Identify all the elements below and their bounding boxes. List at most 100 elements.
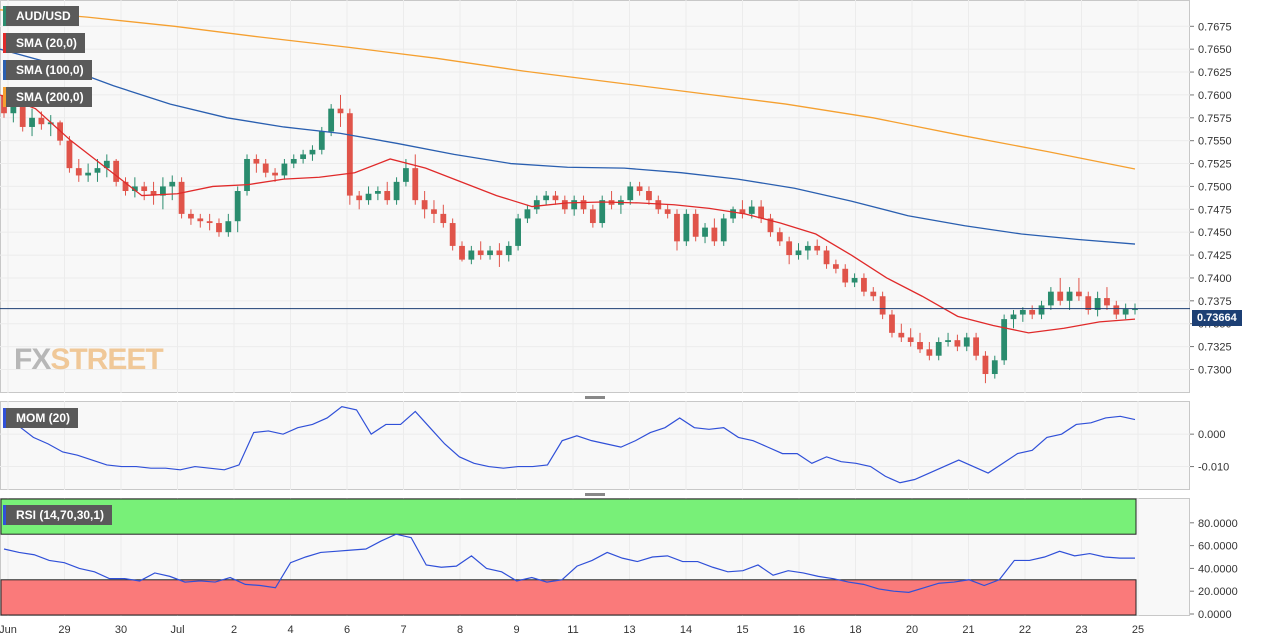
candle-body bbox=[206, 221, 213, 224]
candle-body bbox=[1094, 298, 1101, 310]
rsi-y-tick-label: 80.0000 bbox=[1198, 518, 1238, 530]
candle-body bbox=[169, 181, 176, 187]
candle bbox=[1047, 287, 1054, 310]
candle bbox=[571, 195, 578, 216]
candle-body bbox=[309, 149, 316, 155]
sma100-label-text: SMA (100,0) bbox=[16, 63, 84, 77]
candle-body bbox=[973, 337, 979, 356]
candle bbox=[1038, 300, 1045, 320]
candle bbox=[795, 243, 802, 260]
candle-body bbox=[683, 213, 690, 242]
candle bbox=[169, 175, 176, 201]
symbol-label[interactable]: AUD/USD bbox=[3, 6, 79, 26]
candle-body bbox=[748, 206, 755, 214]
candle bbox=[459, 241, 465, 262]
candle-body bbox=[449, 223, 456, 246]
candle bbox=[646, 186, 652, 205]
candle-body bbox=[160, 186, 166, 196]
x-tick-label: 4 bbox=[287, 624, 293, 636]
candle bbox=[1113, 300, 1120, 320]
candle-body bbox=[823, 250, 830, 265]
candle-body bbox=[66, 140, 73, 169]
rsi-y-tick-label: 40.0000 bbox=[1198, 563, 1238, 575]
candle-body bbox=[1066, 291, 1073, 301]
candle-body bbox=[879, 296, 886, 315]
candle-body bbox=[1076, 291, 1082, 297]
candle bbox=[365, 186, 372, 205]
candle-body bbox=[515, 218, 521, 246]
candle bbox=[1085, 291, 1092, 315]
candle bbox=[776, 227, 783, 246]
candle bbox=[122, 177, 129, 196]
candle-body bbox=[29, 117, 35, 127]
sma100-label[interactable]: SMA (100,0) bbox=[3, 60, 92, 80]
candle bbox=[954, 334, 961, 352]
candle-body bbox=[393, 181, 400, 201]
mom-line bbox=[3, 405, 1136, 484]
mom-panel-bg bbox=[0, 401, 1190, 490]
candle bbox=[290, 154, 297, 169]
candle bbox=[141, 181, 148, 201]
candle bbox=[346, 108, 353, 205]
candle-body bbox=[505, 245, 512, 256]
candle bbox=[935, 337, 942, 361]
candle-body bbox=[552, 195, 559, 201]
candle-body bbox=[720, 218, 727, 242]
main-y-tick-label: 0.7450 bbox=[1198, 227, 1232, 239]
candle bbox=[113, 158, 120, 187]
candle bbox=[524, 204, 531, 224]
candle bbox=[552, 191, 559, 205]
candle bbox=[94, 158, 101, 182]
candle bbox=[973, 332, 979, 361]
candle bbox=[917, 332, 923, 353]
symbol-swatch bbox=[3, 6, 6, 26]
x-tick-label: 14 bbox=[680, 624, 692, 636]
candle-body bbox=[954, 340, 961, 347]
candle bbox=[75, 158, 82, 182]
candle-body bbox=[85, 172, 92, 176]
sma20-label[interactable]: SMA (20,0) bbox=[3, 33, 85, 53]
candle bbox=[945, 332, 951, 347]
candle bbox=[150, 181, 157, 205]
x-tick-label: 2 bbox=[231, 624, 237, 636]
candle bbox=[711, 218, 718, 246]
candle bbox=[393, 177, 400, 205]
sma200-swatch bbox=[3, 87, 6, 107]
candle-body bbox=[337, 108, 344, 114]
main-y-tick-label: 0.7500 bbox=[1198, 181, 1232, 193]
candle bbox=[1001, 314, 1008, 365]
candle bbox=[496, 243, 503, 267]
candle bbox=[253, 154, 260, 173]
candle bbox=[730, 206, 736, 224]
candle bbox=[851, 273, 858, 288]
candle-body bbox=[262, 163, 269, 173]
candle bbox=[1019, 307, 1026, 322]
main-y-tick-label: 0.7300 bbox=[1198, 364, 1232, 376]
candle-body bbox=[767, 218, 774, 233]
candle bbox=[907, 328, 914, 347]
candle-body bbox=[991, 360, 998, 375]
rsi-y-tick-label: 20.0000 bbox=[1198, 586, 1238, 598]
candle bbox=[1122, 303, 1129, 320]
x-tick-label: 13 bbox=[623, 624, 635, 636]
candle-body bbox=[477, 250, 484, 256]
candle-body bbox=[1038, 305, 1045, 315]
candle-body bbox=[589, 209, 596, 224]
main-y-tick-label: 0.7550 bbox=[1198, 136, 1232, 148]
rsi-label[interactable]: RSI (14,70,30,1) bbox=[3, 505, 113, 525]
main-y-tick-label: 0.7650 bbox=[1198, 44, 1232, 56]
candle-body bbox=[1085, 296, 1092, 310]
candle-body bbox=[318, 131, 325, 150]
x-tick-label: 15 bbox=[736, 624, 748, 636]
sma200-label[interactable]: SMA (200,0) bbox=[3, 87, 92, 107]
mom-label[interactable]: MOM (20) bbox=[3, 408, 78, 428]
x-tick-label: 21 bbox=[962, 624, 974, 636]
candle-body bbox=[561, 200, 568, 210]
candle-body bbox=[374, 191, 381, 194]
candle-body bbox=[75, 168, 82, 176]
candle-body bbox=[1029, 309, 1036, 315]
candle-body bbox=[599, 200, 606, 224]
candle bbox=[599, 195, 606, 228]
sma20-line bbox=[0, 94, 1136, 334]
candle bbox=[421, 191, 428, 219]
